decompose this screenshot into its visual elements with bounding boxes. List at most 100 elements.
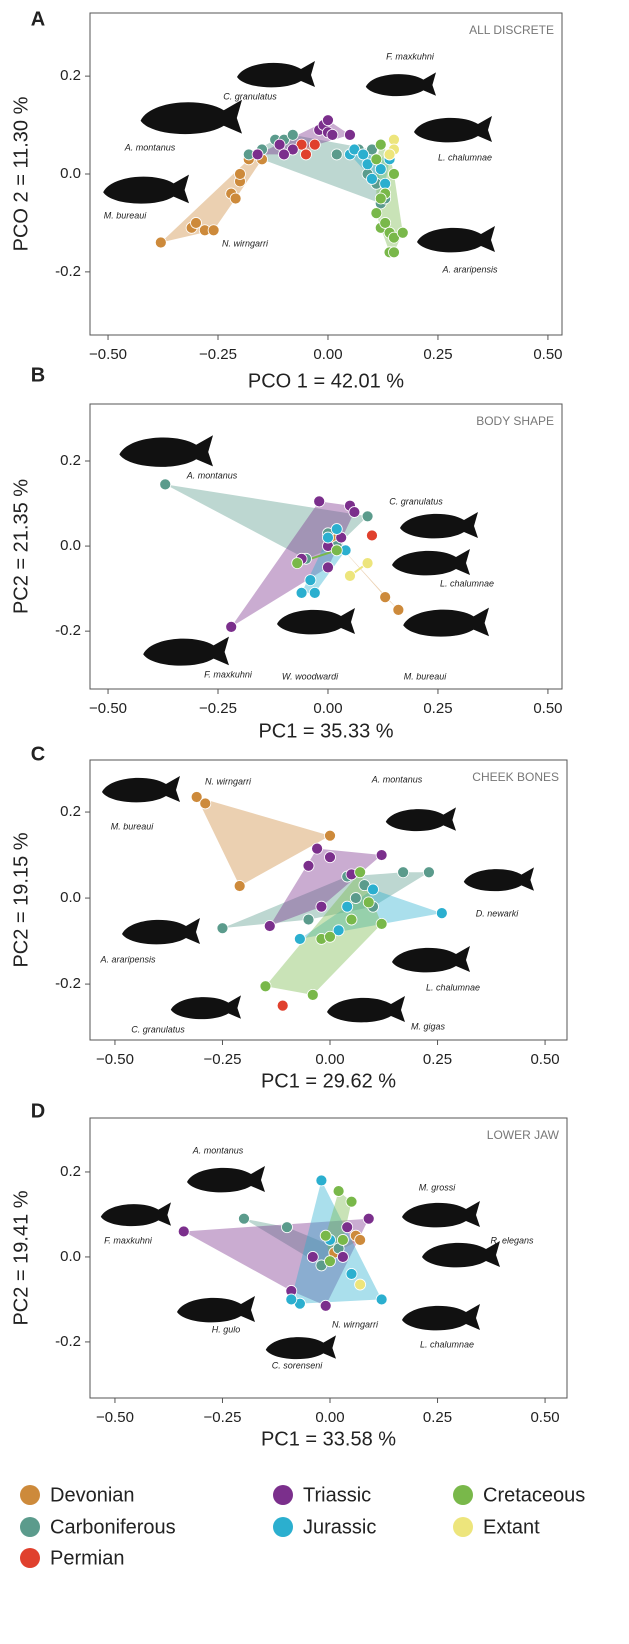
- point: [285, 1293, 298, 1306]
- silhouette-shape: [417, 226, 495, 253]
- species-label: F. maxkuhni: [104, 1235, 153, 1245]
- silhouette: [327, 996, 405, 1023]
- point: [324, 851, 336, 864]
- point: [199, 797, 212, 810]
- point: [276, 999, 289, 1012]
- species-label: A. araripensis: [441, 264, 498, 274]
- x-axis-label: PC1 = 35.33 %: [258, 720, 393, 742]
- species-label: M. bureaui: [404, 671, 448, 681]
- y-tick-label: 0.0: [60, 1248, 81, 1265]
- series: [177, 1212, 375, 1312]
- convex-hull: [291, 1180, 382, 1304]
- series: [291, 544, 343, 569]
- x-tick-label: 0.50: [533, 346, 562, 363]
- point: [379, 177, 392, 190]
- point: [366, 529, 378, 542]
- point: [361, 510, 374, 523]
- point: [349, 892, 362, 904]
- legend-swatch: [20, 1485, 40, 1505]
- y-axis-label: PC2 = 19.41 %: [10, 1190, 32, 1325]
- convex-hull: [165, 484, 368, 559]
- point: [281, 1221, 293, 1234]
- point: [374, 192, 387, 205]
- species-label: M. bureaui: [111, 821, 155, 831]
- y-tick-label: -0.2: [55, 622, 81, 639]
- silhouette-shape: [170, 995, 241, 1020]
- x-tick-label: 0.25: [423, 1409, 452, 1426]
- point: [233, 880, 246, 892]
- silhouette-shape: [187, 1166, 265, 1193]
- point: [259, 980, 272, 993]
- species-label: A. montanus: [124, 142, 176, 152]
- point: [302, 913, 315, 926]
- legend-swatch: [20, 1517, 40, 1537]
- y-axis-label: PC2 = 19.15 %: [10, 832, 32, 967]
- legend-label: Cretaceous: [483, 1484, 585, 1506]
- point: [330, 148, 343, 161]
- point: [348, 506, 361, 518]
- species-label: M. bureaui: [104, 210, 148, 220]
- x-tick-label: −0.25: [203, 1409, 241, 1426]
- x-tick-label: 0.00: [313, 700, 342, 717]
- silhouette-shape: [277, 608, 355, 635]
- silhouette-shape: [100, 1202, 171, 1227]
- legend-label: Jurassic: [303, 1516, 376, 1538]
- silhouette-shape: [365, 72, 436, 97]
- point: [375, 1293, 388, 1306]
- point: [337, 1251, 349, 1263]
- silhouette-shape: [463, 867, 534, 892]
- x-tick-label: 0.25: [423, 346, 452, 363]
- series: [238, 1212, 345, 1272]
- point: [341, 900, 354, 913]
- legend-swatch: [453, 1517, 473, 1537]
- species-label: L. chalumnae: [440, 578, 494, 588]
- silhouette-shape: [327, 996, 405, 1023]
- point: [344, 128, 356, 141]
- species-label: N. wirngarri: [205, 776, 252, 786]
- point: [319, 1299, 332, 1312]
- point: [263, 920, 276, 932]
- silhouette-shape: [103, 174, 189, 204]
- point: [354, 1234, 367, 1246]
- species-label: A. araripensis: [99, 954, 156, 964]
- silhouette: [422, 1241, 500, 1268]
- x-tick-label: 0.00: [313, 346, 342, 363]
- series: [216, 866, 435, 935]
- point: [354, 1278, 367, 1291]
- silhouette-shape: [403, 607, 489, 637]
- species-label: L. chalumnae: [420, 1339, 474, 1349]
- y-tick-label: 0.2: [60, 803, 81, 820]
- point: [362, 896, 375, 909]
- silhouette: [400, 512, 478, 539]
- species-label: C. granulatus: [131, 1024, 185, 1034]
- point: [306, 1251, 319, 1263]
- point: [370, 153, 383, 166]
- silhouette-shape: [119, 435, 213, 467]
- silhouette: [402, 1304, 480, 1331]
- species-label: A. montanus: [192, 1145, 244, 1155]
- panel-title: LOWER JAW: [487, 1128, 560, 1142]
- silhouette: [417, 226, 495, 253]
- silhouette: [237, 61, 315, 88]
- point: [322, 531, 334, 544]
- point: [326, 128, 339, 141]
- species-label: C. granulatus: [223, 91, 277, 101]
- y-tick-label: -0.2: [55, 1333, 81, 1350]
- silhouette: [102, 776, 180, 803]
- series: [259, 866, 388, 1001]
- point: [273, 138, 286, 151]
- x-tick-label: 0.50: [530, 1409, 559, 1426]
- point: [302, 859, 315, 872]
- legend-label: Carboniferous: [50, 1516, 176, 1538]
- point: [330, 544, 343, 557]
- point: [392, 603, 405, 616]
- point: [345, 1268, 358, 1280]
- x-tick-label: 0.25: [423, 700, 452, 717]
- y-tick-label: 0.0: [60, 889, 81, 906]
- point: [324, 930, 336, 943]
- series: [354, 1278, 367, 1291]
- silhouette: [463, 867, 534, 892]
- point: [374, 163, 387, 176]
- point: [295, 586, 308, 599]
